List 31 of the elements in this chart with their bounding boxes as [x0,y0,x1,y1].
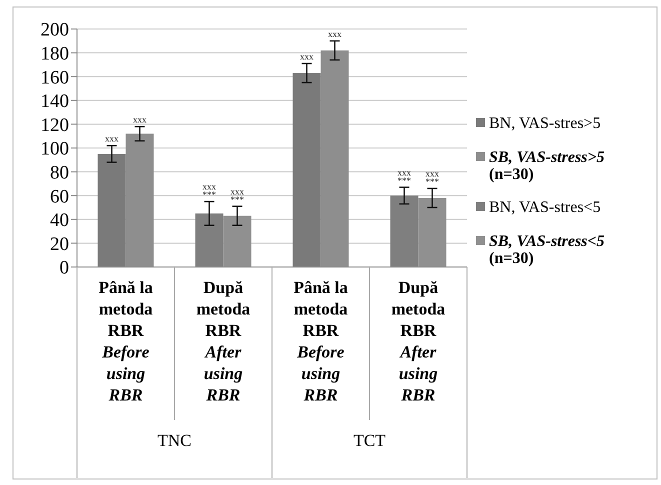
data-label: xxx [300,52,314,62]
legend-label: SB, VAS-stress>5 (n=30) [489,149,605,183]
data-label: xxx *** [202,182,216,200]
y-tick-label: 180 [40,43,69,64]
y-tick-label: 20 [50,234,69,255]
y-tick-label: 120 [40,114,69,136]
y-tick-label: 200 [40,20,69,41]
y-tick-label: 0 [60,258,69,279]
y-tick-label: 100 [40,138,69,160]
data-label: xxx [328,28,342,39]
x-tick-label: Până la metoda RBR Before using RBR [294,278,348,404]
data-label: xxx [105,134,119,144]
x-tick-label: După metoda RBR After using RBR [196,278,251,404]
y-tick-label: 160 [40,67,69,88]
legend-label: BN, VAS-stres>5 [489,115,601,132]
bar [292,73,321,267]
y-tick-label: 40 [50,210,69,232]
y-tick-label: 60 [50,186,69,208]
text: TCT [353,431,386,450]
data-label: xxx *** [426,168,440,186]
bar [98,154,126,267]
text: TNC [158,431,192,450]
x-tick-label: Până la metoda RBR Before using RBR [98,278,154,404]
x-tick-label: După metoda RBR After using RBR [391,278,446,404]
legend-label: SB, VAS-stress<5 (n=30) [489,233,605,267]
data-label: xxx [133,114,147,125]
y-tick-label: 140 [40,91,69,112]
data-label: xxx *** [230,186,244,204]
data-label: xxx *** [398,167,412,186]
y-tick-label: 80 [50,162,69,184]
legend-label: BN, VAS-stres<5 [489,199,601,216]
